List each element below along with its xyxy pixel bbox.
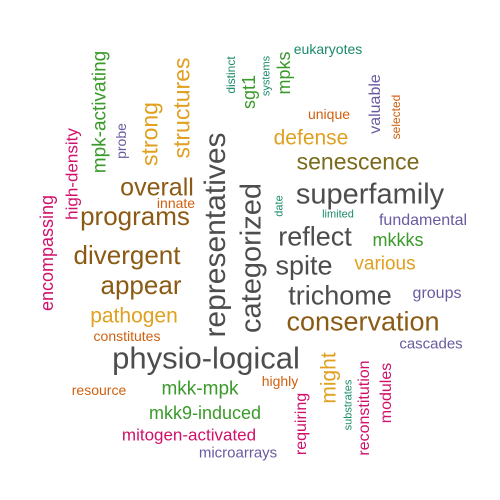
word: mkk-mpk [161,378,239,400]
word: unique [307,106,351,122]
word: high-density [62,128,82,220]
word: mkk9-induced [148,403,262,423]
word: substrates [342,379,355,431]
word: physio-logical [112,340,300,376]
word: might [317,352,341,404]
word: groups [412,285,462,302]
word: fundamental [378,212,468,229]
word: superfamily [295,178,445,211]
word: modules [378,362,395,424]
word: valuable [367,74,384,134]
word: limited [322,208,354,221]
word: strong [136,102,163,166]
word: systems [260,55,273,97]
word: reflect [278,221,352,252]
word: encompassing [37,194,57,312]
word: requiring [293,392,310,456]
word: appear [100,270,182,300]
word: pathogen [90,304,178,328]
word: date [273,195,286,217]
word: distinct [224,56,238,94]
word: spite [275,250,333,281]
word: programs [80,201,190,231]
word: overall [120,173,194,202]
word: mkkks [372,230,424,250]
word: mitogen-activated [121,425,257,445]
word: mpk-activating [89,50,111,174]
word: senescence [296,148,420,175]
word: defense [273,126,349,150]
word: probe [113,123,129,159]
word: categorized [235,183,268,333]
word: constitutes [93,328,161,344]
word: resource [71,382,127,398]
word: highly [261,373,299,389]
word: mpks [274,51,294,95]
word: divergent [73,240,181,270]
word: microarrays [198,444,278,462]
word: representatives [199,132,232,338]
word: cascades [399,335,463,353]
word: eukaryotes [293,41,363,57]
word: structures [168,57,195,159]
word: sgt1 [239,74,259,110]
word: innate [156,195,196,211]
word: selected [389,94,403,140]
word: various [354,253,416,275]
word: trichome [288,280,392,311]
word: reconstitution [356,360,373,456]
word: conservation [286,306,440,337]
